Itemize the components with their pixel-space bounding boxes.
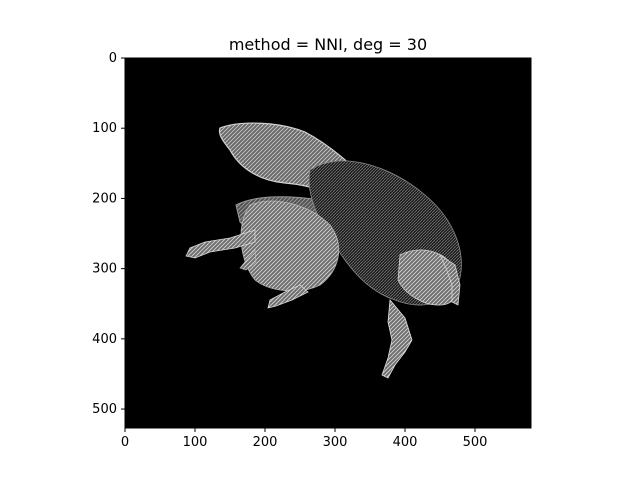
x-tick-label-200: 200 (253, 435, 278, 450)
plot-title: method = NNI, deg = 30 (229, 35, 427, 54)
x-tick-label-400: 400 (393, 435, 418, 450)
image-panel (124, 57, 532, 429)
y-tick-label-500: 500 (92, 402, 117, 417)
y-tick-label-100: 100 (92, 121, 117, 136)
axes-frame (124, 57, 532, 429)
y-axis: 0 100 200 300 400 500 (92, 51, 125, 417)
bee-image (185, 122, 462, 379)
x-tick-label-300: 300 (323, 435, 348, 450)
y-tick-label-300: 300 (92, 262, 117, 277)
x-tick-label-100: 100 (183, 435, 208, 450)
x-tick-label-500: 500 (463, 435, 488, 450)
y-tick-label-400: 400 (92, 332, 117, 347)
x-axis: 0 100 200 300 400 500 (121, 428, 488, 450)
y-tick-label-200: 200 (92, 191, 117, 206)
x-tick-label-0: 0 (121, 435, 129, 450)
y-tick-label-0: 0 (109, 51, 117, 66)
